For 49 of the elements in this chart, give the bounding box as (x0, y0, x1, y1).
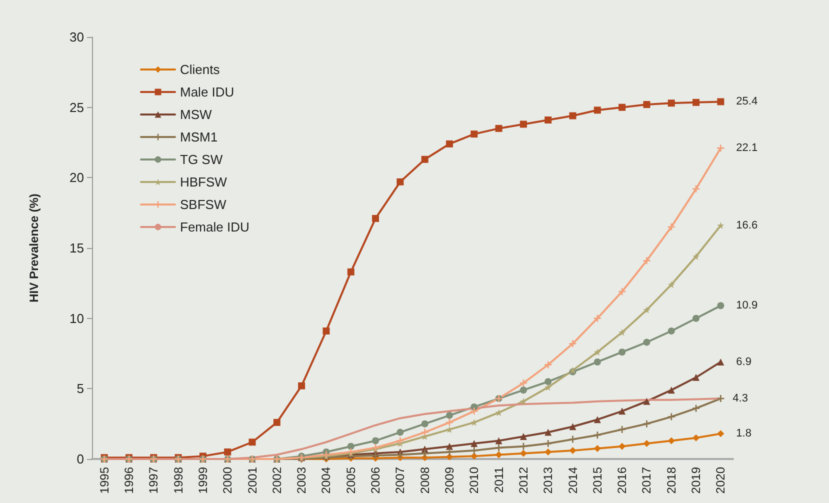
x-tick-label: 1995 (97, 466, 112, 494)
x-tick-label: 2009 (442, 466, 456, 494)
y-tick-label: 15 (70, 240, 84, 256)
x-tick-label: 2005 (344, 466, 358, 494)
data-label: 10.9 (736, 300, 758, 312)
data-label: 16.6 (736, 219, 758, 232)
y-tick-label: 25 (70, 100, 84, 115)
legend-label: SBFSW (180, 197, 227, 212)
y-tick-label: 20 (70, 170, 84, 186)
y-tick-label: 0 (76, 452, 84, 466)
x-tick-label: 2017 (640, 466, 654, 494)
x-tick-label: 1998 (171, 466, 186, 494)
y-tick-label: 30 (70, 30, 84, 44)
x-tick-label: 2006 (368, 466, 383, 494)
y-tick-label: 5 (76, 381, 84, 396)
legend-label: MSM1 (180, 130, 218, 144)
x-tick-label: 1999 (196, 466, 210, 494)
data-label: 25.4 (736, 96, 758, 108)
x-tick-label: 2018 (664, 466, 678, 494)
x-tick-label: 2000 (220, 466, 235, 494)
x-tick-label: 2008 (418, 466, 432, 494)
x-tick-label: 2019 (689, 466, 704, 494)
legend-label: HBFSW (180, 174, 228, 190)
x-tick-label: 1997 (146, 466, 161, 494)
x-tick-label: 2012 (516, 466, 530, 494)
legend-label: TG SW (180, 152, 224, 167)
x-tick-label: 2010 (467, 466, 482, 494)
x-tick-label: 2011 (492, 466, 506, 493)
data-label: 1.8 (736, 428, 752, 440)
legend-label: MSW (180, 107, 212, 122)
x-tick-label: 1996 (122, 466, 136, 494)
x-tick-label: 2020 (714, 466, 728, 494)
x-tick-label: 2004 (319, 466, 334, 494)
legend-label: Clients (180, 62, 220, 77)
x-tick-label: 2003 (294, 466, 309, 494)
x-tick-label: 2015 (590, 466, 604, 494)
legend-label: Male IDU (180, 84, 234, 100)
x-tick-label: 2007 (393, 466, 408, 494)
x-tick-label: 2014 (566, 466, 580, 494)
x-tick-label: 2016 (615, 466, 630, 494)
x-tick-label: 2001 (245, 466, 260, 494)
data-label: 22.1 (736, 142, 758, 154)
y-tick-label: 10 (70, 310, 84, 326)
data-label: 4.3 (732, 392, 748, 405)
legend-label: Female IDU (180, 220, 250, 234)
x-tick-label: 2002 (270, 466, 284, 494)
y-axis-title: HIV Prevalence (%) (27, 194, 41, 302)
x-tick-label: 2013 (541, 466, 556, 494)
data-label: 6.9 (736, 356, 752, 368)
